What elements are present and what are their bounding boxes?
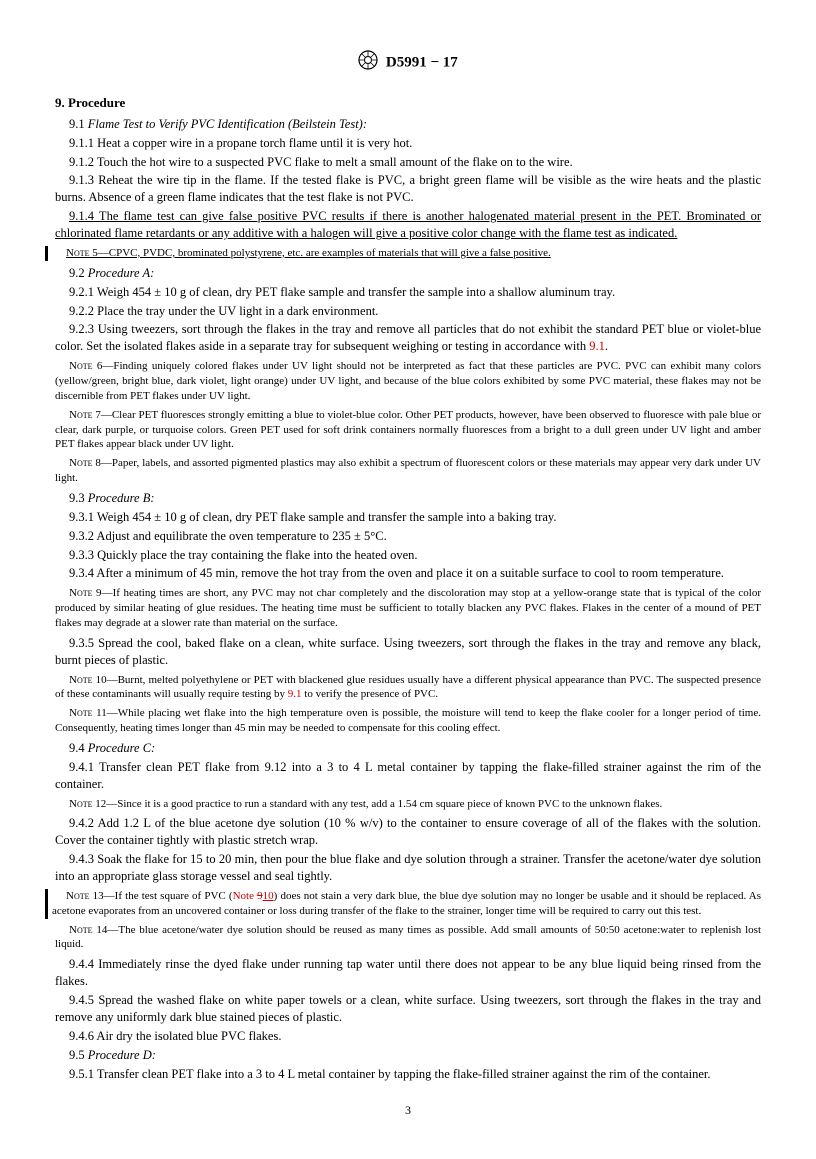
title-9-3: Procedure B: — [88, 491, 155, 505]
para-9-5-1: 9.5.1 Transfer clean PET flake into a 3 … — [55, 1066, 761, 1083]
note-13-under: 10 — [263, 890, 274, 902]
note-12: Note 12—Since it is a good practice to r… — [55, 797, 761, 812]
note-10-label: Note 10— — [69, 674, 118, 686]
section-9-title: 9. Procedure — [55, 94, 761, 112]
para-9-2-2: 9.2.2 Place the tray under the UV light … — [55, 303, 761, 320]
para-9-2: 9.2 Procedure A: — [55, 265, 761, 282]
para-9-4: 9.4 Procedure C: — [55, 740, 761, 757]
note-9-text: If heating times are short, any PVC may … — [55, 587, 761, 629]
note-9: Note 9—If heating times are short, any P… — [55, 586, 761, 631]
note-12-label: Note 12— — [69, 798, 117, 810]
num-9-2: 9.2 — [69, 266, 88, 280]
para-9-3-1: 9.3.1 Weigh 454 ± 10 g of clean, dry PET… — [55, 509, 761, 526]
note-10-end: to verify the presence of PVC. — [302, 688, 439, 700]
para-9-2-3: 9.2.3 Using tweezers, sort through the f… — [55, 321, 761, 355]
note-6: Note 6—Finding uniquely colored flakes u… — [55, 359, 761, 404]
note-9-label: Note 9— — [69, 587, 113, 599]
para-9-1-1: 9.1.1 Heat a copper wire in a propane to… — [55, 135, 761, 152]
note-13-a: If the test square of PVC ( — [115, 890, 233, 902]
para-9-3-3: 9.3.3 Quickly place the tray containing … — [55, 547, 761, 564]
ref-9-1-a[interactable]: 9.1 — [589, 339, 605, 353]
page-number: 3 — [55, 1102, 761, 1118]
note-5-label: Note 5— — [66, 247, 109, 259]
note-7: Note 7—Clear PET fluoresces strongly emi… — [55, 408, 761, 453]
note-8: Note 8—Paper, labels, and assorted pigme… — [55, 456, 761, 486]
text-9-2-3-end: . — [605, 339, 608, 353]
para-9-1-3: 9.1.3 Reheat the wire tip in the flame. … — [55, 172, 761, 206]
para-9-3-2: 9.3.2 Adjust and equilibrate the oven te… — [55, 528, 761, 545]
note-13: Note 13—If the test square of PVC (Note … — [52, 889, 761, 919]
note-13-label: Note 13— — [66, 890, 115, 902]
title-9-4: Procedure C: — [88, 741, 155, 755]
note-11: Note 11—While placing wet flake into the… — [55, 706, 761, 736]
astm-logo — [358, 50, 378, 76]
note-8-text: Paper, labels, and assorted pigmented pl… — [55, 457, 761, 484]
num-9-4: 9.4 — [69, 741, 88, 755]
title-9-5: Procedure D: — [88, 1048, 156, 1062]
note-5: Note 5—CPVC, PVDC, brominated polystyren… — [52, 246, 761, 261]
note-11-label: Note 11— — [69, 707, 118, 719]
num-9-1: 9.1 — [69, 117, 88, 131]
note-12-text: Since it is a good practice to run a sta… — [117, 798, 662, 810]
note-13-ref[interactable]: Note 910 — [233, 890, 274, 902]
note-11-text: While placing wet flake into the high te… — [55, 707, 761, 734]
para-9-1: 9.1 Flame Test to Verify PVC Identificat… — [55, 116, 761, 133]
para-9-4-5: 9.4.5 Spread the washed flake on white p… — [55, 992, 761, 1026]
note-14-label: Note 14— — [69, 924, 118, 936]
text-9-2-3: 9.2.3 Using tweezers, sort through the f… — [55, 322, 761, 353]
para-9-3-4: 9.3.4 After a minimum of 45 min, remove … — [55, 565, 761, 582]
para-9-2-1: 9.2.1 Weigh 454 ± 10 g of clean, dry PET… — [55, 284, 761, 301]
para-9-5: 9.5 Procedure D: — [55, 1047, 761, 1064]
num-9-5: 9.5 — [69, 1048, 88, 1062]
note-7-label: Note 7— — [69, 409, 112, 421]
para-9-3: 9.3 Procedure B: — [55, 490, 761, 507]
para-9-4-1: 9.4.1 Transfer clean PET flake from 9.12… — [55, 759, 761, 793]
num-9-3: 9.3 — [69, 491, 88, 505]
designation: D5991 − 17 — [386, 55, 458, 71]
para-9-4-3: 9.4.3 Soak the flake for 15 to 20 min, t… — [55, 851, 761, 885]
para-9-4-2: 9.4.2 Add 1.2 L of the blue acetone dye … — [55, 815, 761, 849]
note-10: Note 10—Burnt, melted polyethylene or PE… — [55, 673, 761, 703]
title-9-1: Flame Test to Verify PVC Identification … — [88, 117, 367, 131]
note-13-ref-word: Note — [233, 890, 258, 902]
note-7-text: Clear PET fluoresces strongly emitting a… — [55, 409, 761, 451]
note-6-label: Note 6— — [69, 360, 113, 372]
para-9-1-2: 9.1.2 Touch the hot wire to a suspected … — [55, 154, 761, 171]
para-9-4-4: 9.4.4 Immediately rinse the dyed flake u… — [55, 956, 761, 990]
title-9-2: Procedure A: — [88, 266, 155, 280]
ref-9-1-b[interactable]: 9.1 — [288, 688, 302, 700]
document-header: D5991 − 17 — [55, 50, 761, 76]
note-14-text: The blue acetone/water dye solution shou… — [55, 924, 761, 951]
note-14: Note 14—The blue acetone/water dye solut… — [55, 923, 761, 953]
note-8-label: Note 8— — [69, 457, 112, 469]
para-9-3-5: 9.3.5 Spread the cool, baked flake on a … — [55, 635, 761, 669]
note-6-text: Finding uniquely colored flakes under UV… — [55, 360, 761, 402]
para-9-1-4: 9.1.4 The flame test can give false posi… — [55, 208, 761, 242]
para-9-4-6: 9.4.6 Air dry the isolated blue PVC flak… — [55, 1028, 761, 1045]
note-5-text: CPVC, PVDC, brominated polystyrene, etc.… — [109, 247, 551, 259]
